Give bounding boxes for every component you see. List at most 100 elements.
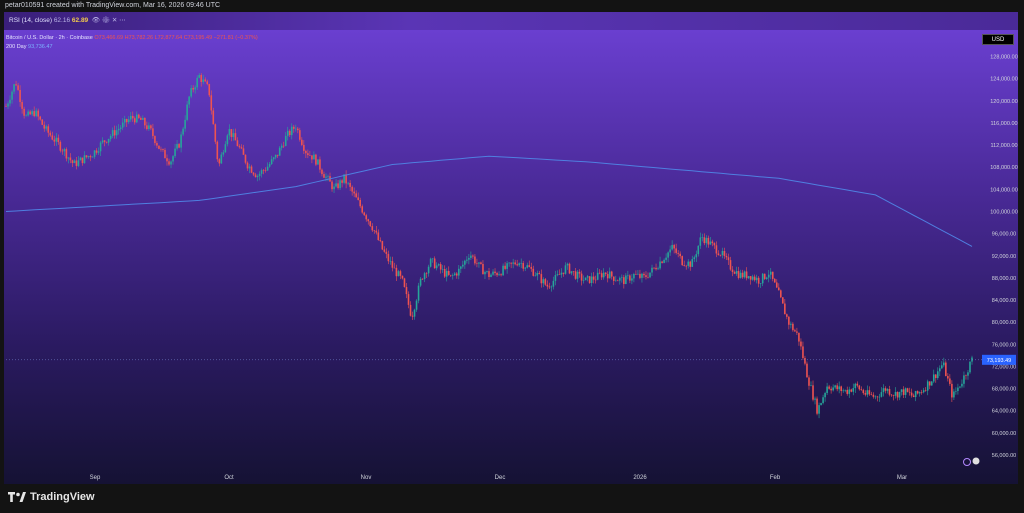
candle-body [39,116,42,120]
candle-body [765,277,768,279]
y-tick-label: 112,000.00 [990,143,1017,149]
candle-body [838,386,840,390]
candle-body [526,265,529,268]
candle-body [606,274,609,279]
candle-body [274,154,277,158]
candle-body [307,153,309,156]
candle-body [389,261,392,262]
candle-body [77,160,80,166]
candle-body [254,174,257,178]
y-tick-label: 128,000.00 [990,55,1018,61]
candle-body [260,170,263,174]
candle-body [61,150,64,152]
candle-body [796,331,798,333]
candle-body [932,374,935,382]
tradingview-logo[interactable]: TradingView [8,491,95,503]
candle-body [542,279,545,284]
candle-body [399,271,402,276]
candle-body [868,390,871,395]
alert-icon[interactable] [972,457,980,465]
candle-body [548,286,551,288]
candle-body [407,294,410,305]
candle-body [916,391,919,394]
candle-body [930,381,933,386]
candle-body [206,81,209,85]
candle-body [661,261,663,263]
candle-body [63,149,66,152]
candle-body [214,124,217,142]
rsi-icons[interactable]: 👁 ⚙ ✕ ⋯ [90,17,126,24]
candle-body [292,126,295,129]
candle-body [633,273,635,279]
candle-body [824,392,826,398]
candle-body [309,155,311,156]
y-tick-label: 72,000.00 [992,364,1016,370]
candle-body [878,396,881,398]
candle-body [397,271,400,277]
candle-body [107,138,110,143]
rsi-pane[interactable]: RSI (14, close) 62.16 62.89 👁 ⚙ ✕ ⋯ [4,12,1018,30]
candle-body [945,362,947,377]
candle-body [228,129,231,136]
candle-body [160,148,162,150]
candle-body [729,260,732,270]
candle-body [462,264,464,267]
candle-body [91,156,94,158]
candle-body [421,278,424,280]
candle-body [415,300,418,310]
candle-body [409,304,412,316]
candle-body [735,271,738,274]
candle-body [272,157,275,160]
price-chart-area[interactable] [4,30,1018,484]
candle-body [472,255,474,257]
candle-body [121,122,124,128]
candle-body [429,258,432,267]
candle-body [912,395,915,398]
candle-body [466,259,468,261]
candle-body [458,268,460,276]
candle-body [355,193,357,198]
candle-body [713,243,716,246]
candle-body [258,173,261,176]
symbol-name: Bitcoin / U.S. Dollar · 2h · Coinbase [6,35,93,41]
rsi-value-a: 62.16 [53,17,71,24]
candle-body [874,396,877,398]
candle-body [486,271,488,272]
candle-body [299,130,301,140]
candle-body [184,119,186,129]
currency-button[interactable]: USD [982,34,1014,45]
candle-body [164,149,166,159]
candle-body [711,241,714,244]
ohlc-close: C73,195.49 [183,35,213,41]
candle-body [140,117,142,120]
candle-body [190,88,192,97]
candle-body [379,240,382,242]
candle-body [373,230,376,231]
candle-body [425,273,428,274]
candle-body [431,258,434,260]
event-icon[interactable] [963,458,971,466]
candle-body [224,144,227,153]
candle-body [53,139,56,142]
candle-body [943,362,945,366]
candle-body [546,284,549,287]
candle-body [508,262,510,264]
candle-body [663,259,665,263]
candle-body [333,186,335,190]
candle-body [290,126,293,136]
candle-body [295,128,297,130]
candle-body [311,155,313,160]
candle-body [474,256,476,264]
ma-layer [5,155,973,247]
candle-body [600,273,603,278]
y-tick-label: 124,000.00 [990,77,1018,83]
candle-body [162,148,164,150]
candle-body [900,389,903,392]
candle-body [737,271,740,278]
candle-body [802,346,804,358]
candle-body [580,273,583,281]
candle-body [739,272,742,278]
candle-body [578,271,581,274]
candle-body [667,252,669,258]
candle-body [47,126,50,133]
